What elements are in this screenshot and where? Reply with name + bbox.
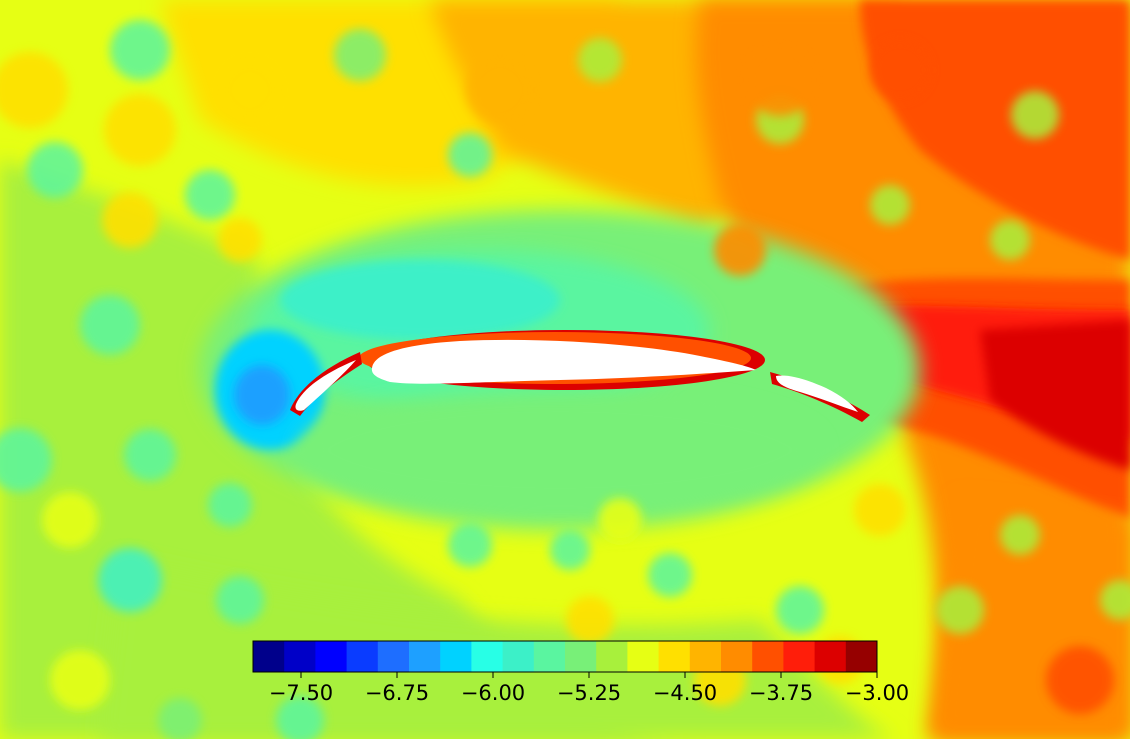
main-airfoil-body	[371, 339, 756, 384]
colorbar-level-2	[315, 641, 348, 672]
colorbar-level-3	[346, 641, 379, 672]
colorbar-level-14	[689, 641, 722, 672]
colorbar-level-0	[253, 641, 285, 672]
airfoil-bodies	[295, 339, 858, 412]
region-suction-core	[280, 260, 560, 340]
colorbar-tick-label: −4.50	[653, 681, 717, 705]
colorbar-level-7	[471, 641, 504, 672]
colorbar-level-15	[721, 641, 753, 672]
colorbar-tick-label: −3.00	[845, 681, 909, 705]
region-slat-core	[234, 365, 290, 425]
colorbar-level-19	[845, 641, 878, 672]
colorbar-blocks	[253, 641, 878, 672]
colorbar-level-4	[377, 641, 410, 672]
colorbar-ticks	[300, 672, 878, 678]
colorbar-level-6	[440, 641, 472, 672]
colorbar-tick-label: −5.25	[557, 681, 621, 705]
colorbar-tick-label: −6.00	[461, 681, 525, 705]
colorbar: −7.50 −6.75 −6.00 −5.25 −4.50 −3.75 −3.00	[252, 640, 909, 705]
slat-body	[295, 360, 356, 411]
colorbar-level-17	[783, 641, 816, 672]
colorbar-tick-label: −3.75	[749, 681, 813, 705]
colorbar-level-9	[533, 641, 566, 672]
colorbar-tick-labels: −7.50 −6.75 −6.00 −5.25 −4.50 −3.75 −3.00	[269, 681, 909, 705]
flap-body	[776, 375, 858, 412]
colorbar-tick-label: −7.50	[269, 681, 333, 705]
colorbar-level-1	[284, 641, 316, 672]
mesh-patches	[0, 20, 1130, 739]
colorbar-level-8	[502, 641, 535, 672]
colorbar-level-12	[627, 641, 660, 672]
colorbar-frame	[252, 640, 878, 673]
region-under-airfoil	[300, 390, 820, 510]
colorbar-level-16	[752, 641, 784, 672]
colorbar-level-5	[409, 641, 441, 672]
colorbar-level-13	[658, 641, 691, 672]
colorbar-level-10	[565, 641, 597, 672]
colorbar-tick-label: −6.75	[365, 681, 429, 705]
colorbar-level-11	[596, 641, 628, 672]
region-wake-dark	[980, 320, 1130, 470]
colorbar-level-18	[814, 641, 847, 672]
